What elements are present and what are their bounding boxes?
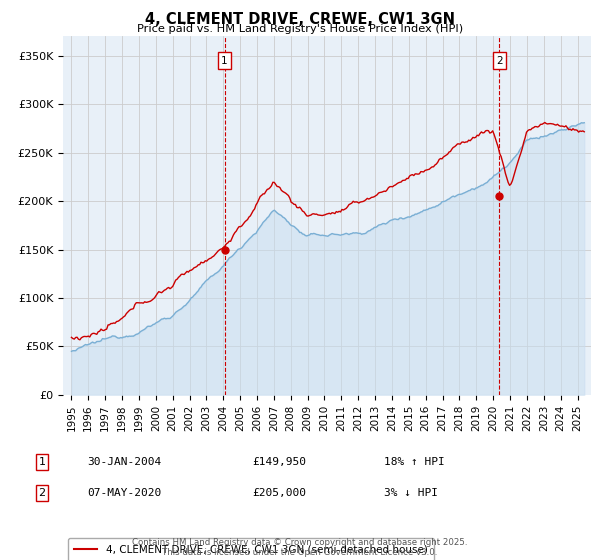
Text: 1: 1: [38, 457, 46, 467]
Text: 18% ↑ HPI: 18% ↑ HPI: [384, 457, 445, 467]
Text: Contains HM Land Registry data © Crown copyright and database right 2025.
This d: Contains HM Land Registry data © Crown c…: [132, 538, 468, 557]
Text: Price paid vs. HM Land Registry's House Price Index (HPI): Price paid vs. HM Land Registry's House …: [137, 24, 463, 34]
Text: 4, CLEMENT DRIVE, CREWE, CW1 3GN: 4, CLEMENT DRIVE, CREWE, CW1 3GN: [145, 12, 455, 27]
Text: 2: 2: [496, 55, 503, 66]
Text: £149,950: £149,950: [252, 457, 306, 467]
Text: £205,000: £205,000: [252, 488, 306, 498]
Legend: 4, CLEMENT DRIVE, CREWE, CW1 3GN (semi-detached house), HPI: Average price, semi: 4, CLEMENT DRIVE, CREWE, CW1 3GN (semi-d…: [68, 538, 434, 560]
Text: 07-MAY-2020: 07-MAY-2020: [87, 488, 161, 498]
Text: 30-JAN-2004: 30-JAN-2004: [87, 457, 161, 467]
Text: 2: 2: [38, 488, 46, 498]
Text: 1: 1: [221, 55, 228, 66]
Text: 3% ↓ HPI: 3% ↓ HPI: [384, 488, 438, 498]
